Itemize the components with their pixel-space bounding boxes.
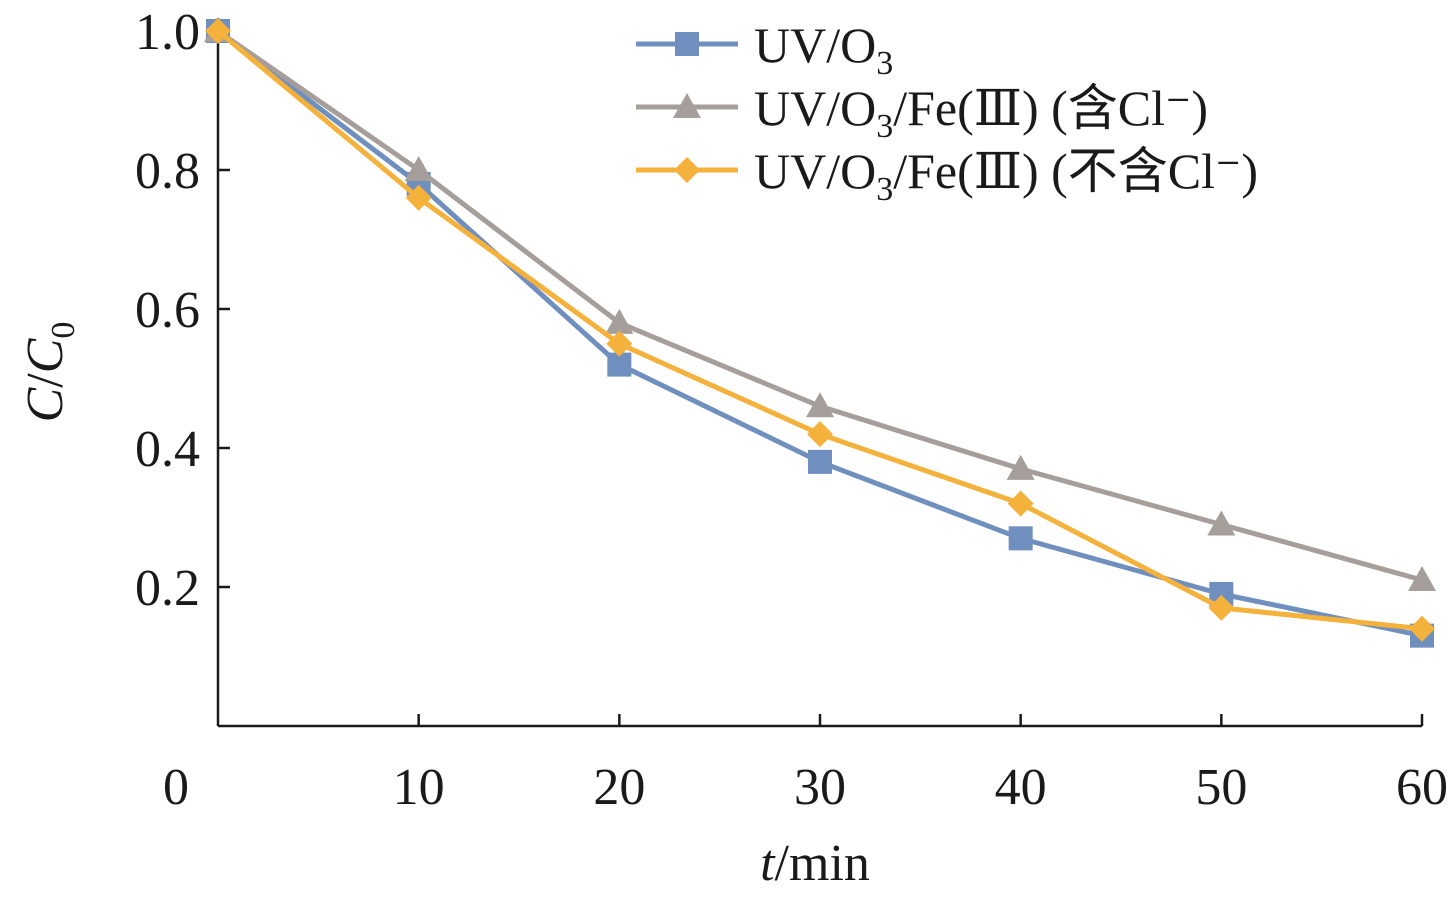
- x-tick-label: 50: [1195, 759, 1247, 816]
- y-tick-label: 0.6: [135, 282, 200, 339]
- data-point: [1208, 594, 1235, 621]
- legend-marker: [674, 157, 700, 183]
- x-axis-title: t/min: [760, 835, 870, 892]
- x-tick-label: 40: [995, 759, 1047, 816]
- x-ticks: 0 10 20 30 40 50 60: [163, 714, 1448, 816]
- data-point: [808, 449, 832, 474]
- legend-item: UV/O3/Fe(Ⅲ) (含Cl⁻): [636, 80, 1208, 145]
- x-tick-label: 20: [593, 759, 645, 816]
- legend-label: UV/O3/Fe(Ⅲ) (含Cl⁻): [754, 80, 1208, 145]
- y-tick-label: 0.4: [135, 421, 200, 478]
- data-point: [1207, 510, 1236, 536]
- data-point: [606, 330, 633, 357]
- y-ticks: 0.2 0.4 0.6 0.8 1.0: [135, 4, 230, 617]
- data-point: [404, 156, 433, 181]
- x-tick-label: 60: [1396, 759, 1448, 816]
- data-point: [205, 18, 231, 44]
- legend-item: UV/O3: [636, 17, 893, 82]
- series-3: [205, 18, 1435, 642]
- data-point: [1408, 566, 1436, 592]
- series-layer: [204, 17, 1436, 648]
- legend-item: UV/O3/Fe(Ⅲ) (不含Cl⁻): [636, 143, 1258, 208]
- legend-label: UV/O3: [754, 17, 893, 82]
- legend-label: UV/O3/Fe(Ⅲ) (不含Cl⁻): [754, 143, 1258, 208]
- y-axis-title: C/C0: [17, 322, 82, 423]
- series-1: [206, 19, 1434, 648]
- legend-marker: [673, 93, 701, 118]
- x-tick-label: 0: [163, 759, 189, 816]
- data-point: [806, 392, 834, 418]
- data-point: [1008, 526, 1033, 551]
- data-point: [1007, 490, 1034, 517]
- x-tick-label: 10: [393, 759, 445, 816]
- legend-marker: [675, 32, 699, 56]
- data-point: [605, 308, 634, 334]
- data-point: [1006, 454, 1035, 480]
- y-tick-label: 0.8: [135, 143, 200, 200]
- data-point: [1409, 615, 1435, 642]
- y-tick-label: 1.0: [135, 4, 200, 61]
- x-tick-label: 30: [794, 759, 846, 816]
- data-point: [807, 421, 833, 448]
- data-point: [405, 184, 432, 211]
- y-tick-label: 0.2: [135, 560, 200, 617]
